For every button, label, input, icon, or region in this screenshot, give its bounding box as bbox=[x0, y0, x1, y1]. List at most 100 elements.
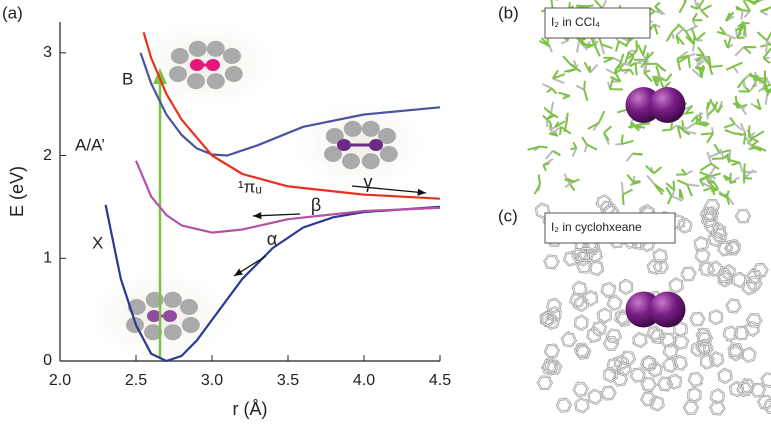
ring bbox=[640, 356, 656, 371]
curve bbox=[134, 160, 441, 234]
ring bbox=[687, 387, 702, 403]
ring bbox=[667, 374, 682, 390]
bond bbox=[705, 174, 709, 182]
bond bbox=[576, 4, 587, 8]
ring bbox=[688, 372, 704, 387]
ring bbox=[741, 347, 756, 363]
ring bbox=[597, 308, 612, 324]
bond bbox=[583, 89, 589, 102]
bond bbox=[702, 57, 712, 67]
bond bbox=[626, 173, 634, 183]
bond bbox=[598, 110, 606, 124]
bond bbox=[735, 5, 744, 12]
bond bbox=[696, 0, 705, 10]
ring bbox=[630, 368, 646, 383]
arrow-head bbox=[234, 268, 243, 276]
ring bbox=[726, 298, 741, 313]
bond bbox=[533, 183, 541, 195]
bond bbox=[527, 145, 541, 151]
bond bbox=[677, 125, 685, 132]
bond bbox=[732, 61, 743, 68]
ring bbox=[746, 276, 762, 291]
y-tick-label: 1 bbox=[43, 249, 52, 266]
bond bbox=[549, 101, 555, 114]
bond bbox=[693, 0, 699, 10]
ring bbox=[696, 328, 712, 343]
ring bbox=[752, 263, 768, 278]
bond bbox=[723, 122, 736, 129]
bond bbox=[639, 122, 651, 126]
bond bbox=[635, 40, 638, 51]
ring bbox=[650, 329, 666, 344]
bond bbox=[691, 12, 698, 21]
bond bbox=[685, 35, 695, 46]
bond bbox=[739, 105, 748, 116]
bond bbox=[665, 182, 676, 191]
bond bbox=[578, 38, 586, 41]
bond bbox=[583, 80, 586, 90]
solvent bbox=[343, 120, 362, 137]
ring bbox=[728, 342, 744, 357]
bond bbox=[699, 179, 705, 187]
molecules bbox=[527, 0, 771, 208]
bond bbox=[632, 124, 640, 132]
bond bbox=[548, 46, 553, 53]
ring bbox=[700, 207, 716, 221]
bond bbox=[562, 94, 571, 100]
bond bbox=[763, 78, 766, 87]
solvent bbox=[361, 153, 380, 170]
bond bbox=[625, 153, 634, 162]
bond bbox=[671, 24, 681, 34]
bond bbox=[695, 31, 706, 41]
solvent bbox=[188, 40, 207, 57]
ring bbox=[709, 309, 723, 325]
bond bbox=[620, 182, 624, 195]
ring bbox=[716, 268, 733, 283]
ring bbox=[653, 259, 669, 274]
ring bbox=[647, 259, 662, 275]
bond bbox=[702, 182, 713, 189]
bond bbox=[724, 128, 735, 135]
atom bbox=[190, 59, 204, 71]
bond bbox=[548, 126, 556, 131]
atom bbox=[163, 310, 177, 322]
bond bbox=[631, 180, 641, 185]
annotation: α bbox=[267, 229, 277, 249]
bond bbox=[690, 27, 698, 41]
ring bbox=[704, 199, 720, 213]
ring bbox=[689, 312, 705, 326]
bond bbox=[756, 31, 768, 42]
bond bbox=[621, 139, 634, 146]
bond bbox=[703, 186, 713, 192]
bond bbox=[743, 46, 752, 55]
bond bbox=[619, 53, 625, 64]
bond bbox=[671, 189, 676, 197]
bond bbox=[676, 54, 690, 60]
bond bbox=[764, 95, 769, 106]
bond bbox=[732, 65, 739, 74]
bond bbox=[685, 111, 694, 115]
ring bbox=[746, 313, 762, 328]
image-caption: I₂ in CCl₄ bbox=[551, 15, 600, 29]
bond bbox=[552, 149, 561, 156]
bond bbox=[563, 123, 568, 133]
ring bbox=[729, 381, 744, 397]
ring bbox=[742, 280, 757, 295]
ring bbox=[672, 355, 688, 371]
ring bbox=[761, 372, 771, 388]
bond bbox=[570, 64, 582, 73]
bond bbox=[765, 40, 768, 53]
ring bbox=[537, 376, 553, 390]
bond bbox=[677, 55, 689, 64]
ring bbox=[763, 399, 771, 414]
ring bbox=[657, 377, 673, 391]
bond bbox=[708, 66, 714, 76]
bond bbox=[618, 40, 628, 47]
solvent bbox=[180, 299, 198, 315]
bond bbox=[552, 126, 562, 133]
bond bbox=[694, 115, 703, 124]
bond bbox=[543, 106, 552, 115]
bond bbox=[589, 63, 599, 74]
bond bbox=[684, 122, 697, 131]
bond bbox=[551, 87, 558, 95]
